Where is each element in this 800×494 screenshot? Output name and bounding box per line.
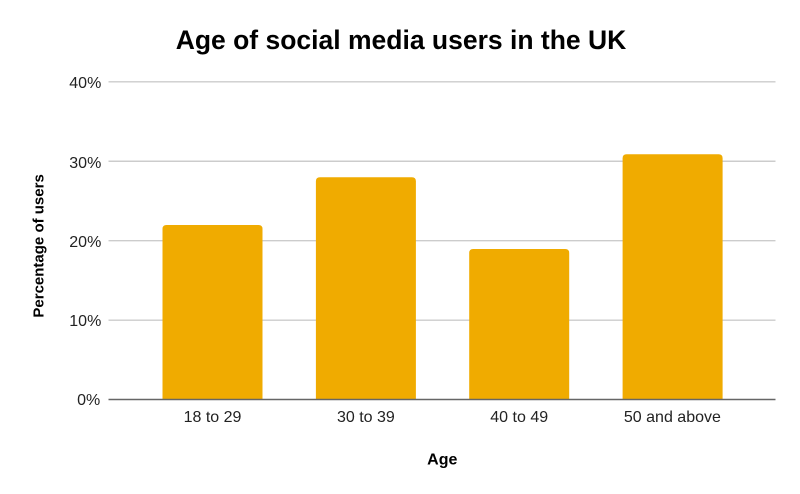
svg-text:Percentage of users: Percentage of users (30, 174, 47, 317)
svg-text:0%: 0% (77, 392, 100, 409)
svg-text:Age of social media users in t: Age of social media users in the UK (176, 25, 627, 55)
svg-text:10%: 10% (69, 313, 101, 330)
svg-text:18 to 29: 18 to 29 (184, 409, 242, 426)
svg-text:Age: Age (427, 452, 457, 469)
svg-text:20%: 20% (69, 234, 101, 251)
svg-text:30%: 30% (69, 155, 101, 172)
svg-text:40%: 40% (69, 75, 101, 92)
svg-text:40 to 49: 40 to 49 (490, 409, 548, 426)
svg-text:30 to 39: 30 to 39 (337, 409, 395, 426)
svg-text:50 and above: 50 and above (624, 409, 721, 426)
